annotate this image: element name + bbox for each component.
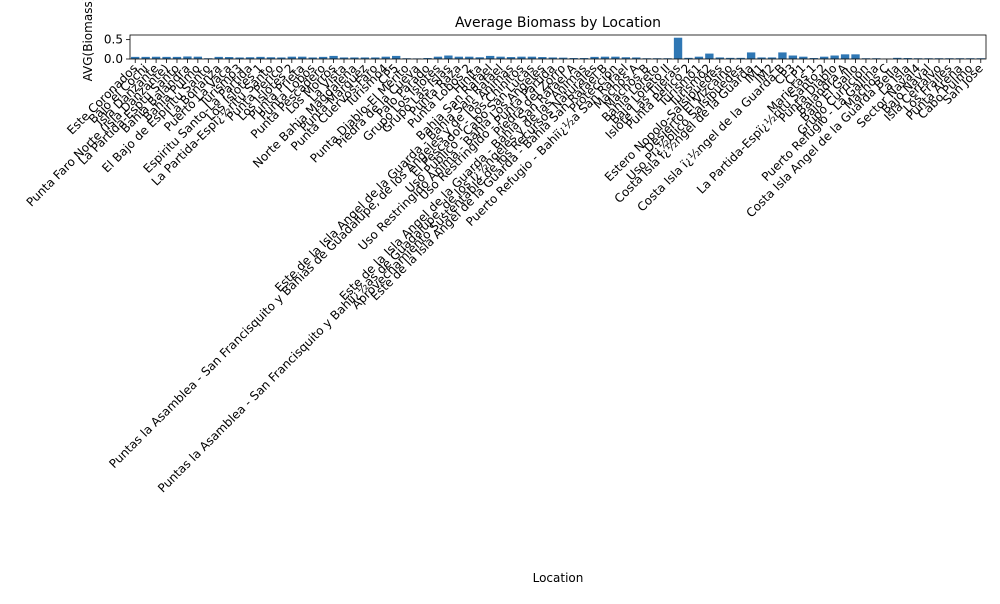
bar-52: [674, 38, 682, 59]
y-tick-label: 0.0: [104, 52, 123, 66]
bar-62: [778, 52, 786, 59]
bar-69: [851, 54, 859, 59]
bar-55: [705, 54, 713, 59]
y-tick-label: 0.5: [104, 33, 123, 47]
y-axis-label: AVG(Biomass): [81, 0, 95, 81]
bar-34: [486, 56, 494, 59]
bars-layer: [131, 38, 985, 59]
x-axis-label: Location: [533, 571, 584, 585]
bar-30: [444, 56, 452, 59]
bar-63: [789, 56, 797, 59]
bar-59: [747, 52, 755, 59]
bar-25: [392, 56, 400, 59]
bar-67: [830, 56, 838, 59]
chart-title: Average Biomass by Location: [455, 15, 661, 31]
bar-68: [841, 54, 849, 59]
bar-19: [329, 56, 337, 59]
y-ticks: 0.00.5: [104, 33, 130, 66]
